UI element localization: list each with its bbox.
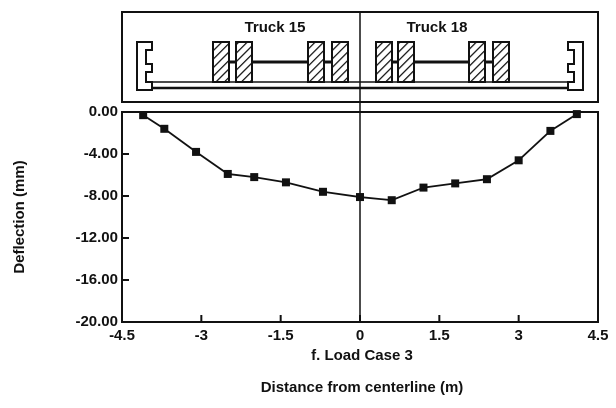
data-point xyxy=(387,196,396,205)
annotation: Truck 18 xyxy=(407,19,468,36)
data-point xyxy=(482,175,491,184)
barrier-left xyxy=(136,41,153,91)
x-axis-label: Distance from centerline (m) xyxy=(261,379,464,396)
x-tick-label: 3 xyxy=(514,327,522,344)
y-tick-label: -16.00 xyxy=(75,271,118,288)
data-point xyxy=(419,183,428,192)
annotation: Truck 15 xyxy=(245,19,306,36)
data-point xyxy=(318,187,327,196)
x-tick-label: 4.5 xyxy=(588,327,609,344)
data-point xyxy=(572,110,581,119)
wheels xyxy=(212,41,510,83)
data-point xyxy=(139,111,148,120)
y-tick-label: -8.00 xyxy=(84,187,118,204)
data-point xyxy=(281,178,290,187)
wheel xyxy=(235,41,253,83)
y-tick-label: -12.00 xyxy=(75,229,118,246)
x-tick-label: -3 xyxy=(195,327,208,344)
wheel xyxy=(468,41,486,83)
wheel xyxy=(307,41,325,83)
wheel xyxy=(375,41,393,83)
data-point xyxy=(223,169,232,178)
wheel xyxy=(212,41,230,83)
y-tick-label: -20.00 xyxy=(75,313,118,330)
wheel xyxy=(492,41,510,83)
x-tick-label: 1.5 xyxy=(429,327,450,344)
truck-diagram: Truck 15 Truck 18 xyxy=(121,11,599,103)
wheel xyxy=(331,41,349,83)
y-tick-label: 0.00 xyxy=(89,103,118,120)
y-tick-label: -4.00 xyxy=(84,145,118,162)
data-point xyxy=(546,126,555,135)
data-point xyxy=(250,173,259,182)
x-tick-label: 0 xyxy=(356,327,364,344)
x-tick-label: -4.5 xyxy=(109,327,135,344)
data-point xyxy=(192,147,201,156)
chart-title: f. Load Case 3 xyxy=(311,347,413,364)
y-axis-label: Deflection (mm) xyxy=(11,160,28,273)
x-tick-label: -1.5 xyxy=(268,327,294,344)
data-point xyxy=(160,124,169,133)
data-point xyxy=(356,193,364,202)
wheel xyxy=(397,41,415,83)
data-point xyxy=(451,179,460,188)
barrier-right xyxy=(567,41,584,91)
data-point xyxy=(514,156,523,165)
